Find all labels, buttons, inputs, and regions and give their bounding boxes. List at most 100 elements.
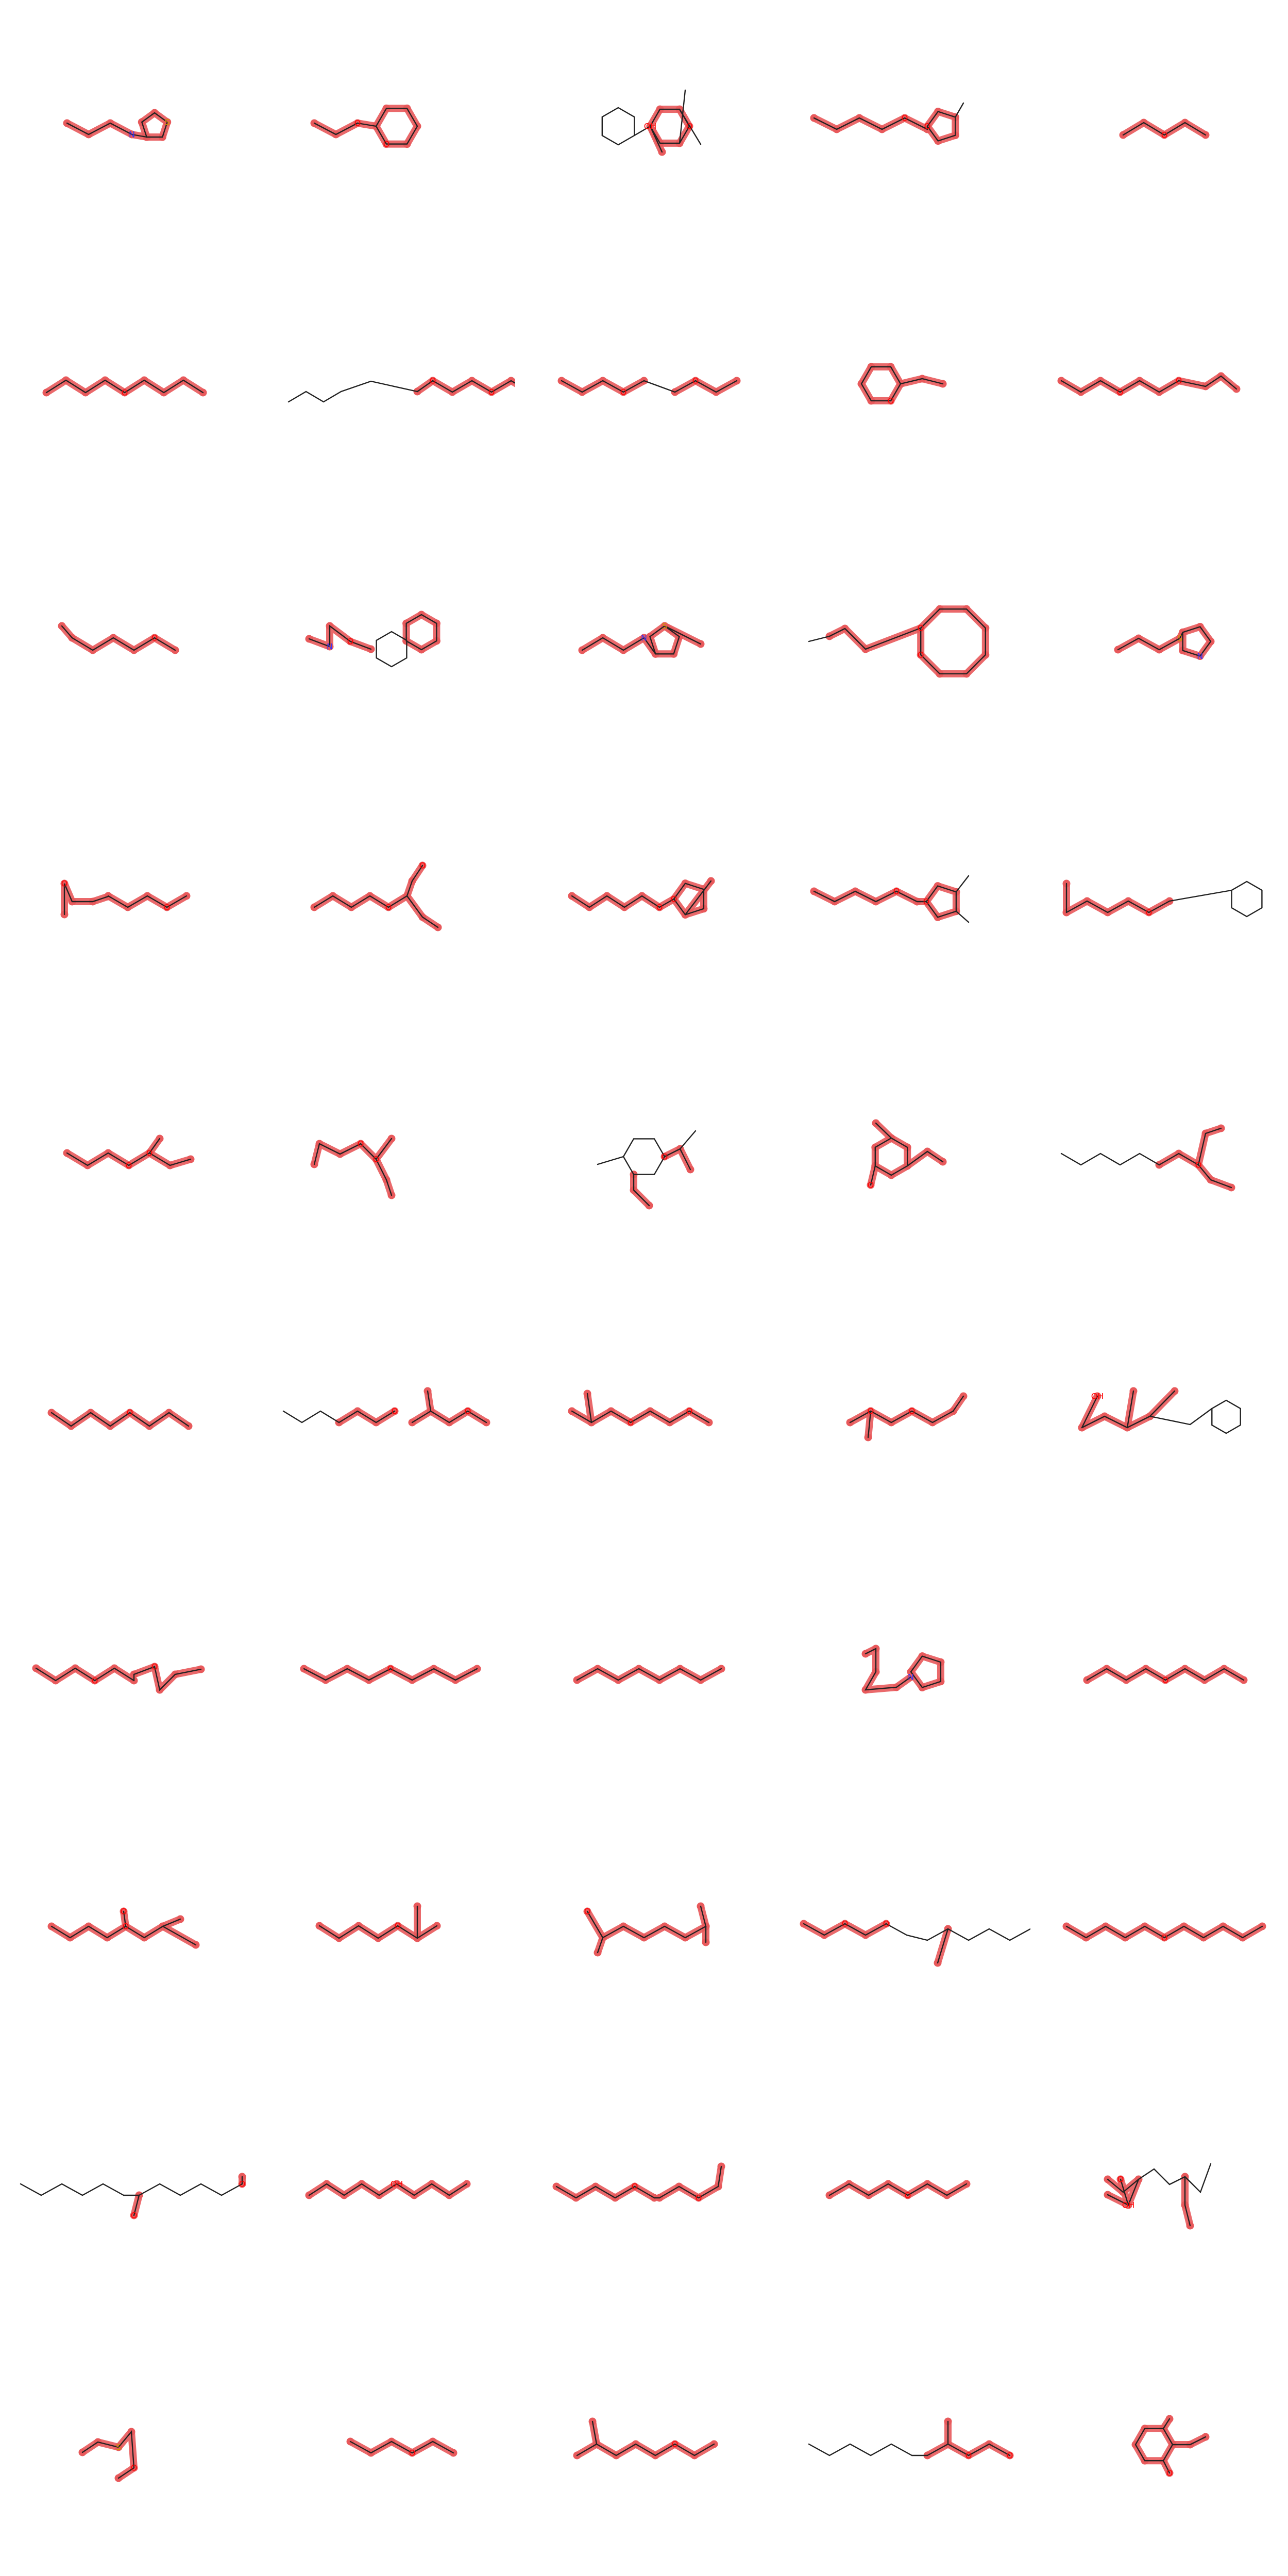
highlight-layer <box>310 861 442 931</box>
molecule-cell-m20: O <box>1030 773 1288 1030</box>
molecule-structure: N <box>861 1645 945 1694</box>
molecule-structure: OO <box>557 376 741 397</box>
atom-label: O <box>923 897 930 907</box>
atom-label: S <box>165 117 170 127</box>
bond-layer <box>601 89 702 153</box>
bond-layer <box>66 112 168 138</box>
molecule-structure: O <box>583 1902 710 1957</box>
atom-label: S <box>662 621 667 631</box>
molecule-cell-m26: O <box>0 1288 258 1546</box>
atom-label: O <box>1117 2175 1124 2184</box>
bond-layer <box>308 614 437 668</box>
bond-layer <box>282 1390 487 1423</box>
molecule-cell-m33 <box>515 1546 773 1803</box>
atom-label: O <box>126 1161 132 1171</box>
atom-label: O <box>465 1406 471 1416</box>
atom-label: O <box>1195 1160 1202 1170</box>
atom-label: O <box>620 387 627 397</box>
bond-layer <box>66 1138 192 1166</box>
bond-layer <box>1060 375 1238 393</box>
bond-layer <box>1065 1925 1263 1939</box>
molecule-structure: OO <box>808 605 990 678</box>
highlight-layer <box>573 2417 718 2460</box>
atom-label: O <box>164 903 171 912</box>
atom-label: N <box>327 642 333 652</box>
atom-label: O <box>918 623 924 633</box>
molecule-cell-m47: O <box>258 2318 515 2576</box>
atom-label: O <box>1161 1933 1168 1943</box>
atom-label: OH <box>1122 2200 1135 2210</box>
atom-label: O <box>883 1919 890 1929</box>
highlight-layer <box>800 1920 952 1967</box>
molecule-cell-m23: O <box>515 1030 773 1288</box>
molecule-cell-m42: OH <box>258 2061 515 2318</box>
atom-label: O <box>409 2448 416 2458</box>
atom-label: O <box>1161 130 1168 140</box>
molecule-structure: OO <box>552 2162 725 2203</box>
atom-label: O <box>488 387 495 397</box>
molecule-structure: OH O <box>1104 2163 1212 2230</box>
molecule-structure: OO <box>20 2173 246 2221</box>
bond-layer <box>61 625 176 651</box>
bond-layer <box>808 608 986 674</box>
atom-label: O <box>239 2179 246 2189</box>
atom-label: O <box>1176 376 1182 386</box>
highlight-layer <box>1062 879 1174 917</box>
molecule-cell-m03: O OH <box>515 0 773 258</box>
bond-layer <box>1086 1668 1245 1681</box>
molecule-structure: OO <box>810 102 964 145</box>
molecule-structure: O <box>315 1902 441 1942</box>
atom-label: O <box>1146 908 1153 918</box>
atom-label: O <box>1117 387 1124 397</box>
molecule-structure <box>573 1665 725 1684</box>
molecule-structure: SN <box>1114 622 1215 661</box>
molecule-structure: OO <box>63 1134 195 1171</box>
molecule-cell-m40: O <box>1030 1803 1288 2061</box>
molecule-structure: O <box>300 1664 481 1684</box>
atom-label: O <box>918 650 924 660</box>
molecule-cell-m11: O <box>0 515 258 773</box>
atom-label: O <box>656 903 663 912</box>
atom-label: O <box>686 122 693 131</box>
bond-layer <box>349 2441 454 2454</box>
bond-layer <box>303 1668 478 1681</box>
atom-label: O <box>842 1919 849 1929</box>
bond-layer <box>561 380 738 393</box>
molecule-cell-m05: O <box>1030 0 1288 258</box>
atom-label: S <box>116 2443 121 2452</box>
atom-label: O <box>131 2463 138 2473</box>
bond-layer <box>849 1395 964 1438</box>
atom-label: O <box>430 376 436 386</box>
atom-label: O <box>121 1907 127 1917</box>
molecule-structure: NS <box>63 109 172 141</box>
molecule-structure: O <box>47 1408 193 1430</box>
atom-label: O <box>131 2211 138 2221</box>
bond-layer <box>1122 122 1207 136</box>
bond-layer <box>555 2165 722 2199</box>
molecule-structure: O <box>825 2180 971 2200</box>
atom-label: O <box>924 122 931 131</box>
molecule-structure: OO <box>310 1134 396 1199</box>
molecule-cell-m09: O <box>773 258 1030 515</box>
bond-layer <box>870 1122 944 1186</box>
highlight-layer <box>1057 372 1241 396</box>
atom-label: O <box>672 2439 679 2449</box>
atom-label: O <box>868 1406 874 1416</box>
atom-label: OH <box>1091 1392 1104 1401</box>
atom-label: O <box>419 861 426 871</box>
